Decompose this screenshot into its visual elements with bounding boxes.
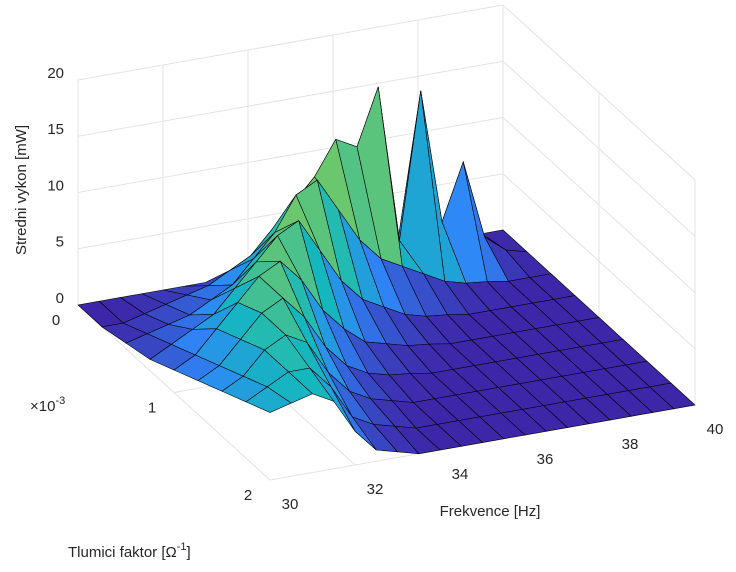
- y-tick-label: 1: [148, 399, 156, 416]
- x-tick-label: 34: [452, 466, 469, 483]
- grid-line: [77, 60, 504, 137]
- z-tick-label: 15: [47, 121, 64, 138]
- y-multiplier-base: ×10: [30, 398, 55, 415]
- surface-patch: [245, 386, 292, 413]
- y-label-main: Tlumici faktor [Ω: [68, 544, 177, 561]
- y-tick-label: 0: [52, 312, 60, 329]
- grid-line: [77, 117, 504, 193]
- grid-line: [502, 4, 696, 181]
- x-axis-label: Frekvence [Hz]: [440, 503, 541, 520]
- z-tick-label: 20: [47, 65, 64, 82]
- grid-line: [502, 173, 696, 350]
- y-multiplier: ×10-3: [30, 395, 65, 415]
- grid-line: [502, 60, 696, 237]
- y-label-sup: -1: [177, 541, 187, 553]
- grid-line: [77, 4, 504, 81]
- z-tick-label: 5: [56, 234, 64, 251]
- y-label-end: ]: [187, 544, 191, 561]
- y-tick-label: 2: [244, 487, 252, 504]
- grid-line: [502, 117, 696, 293]
- x-tick-label: 40: [707, 421, 724, 438]
- z-tick-label: 10: [47, 177, 64, 194]
- x-tick-label: 36: [537, 451, 554, 468]
- x-tick-label: 38: [622, 436, 639, 453]
- z-axis-label: Stredni vykon [mW]: [13, 125, 30, 255]
- y-axis-label: Tlumici faktor [Ω-1]: [68, 541, 191, 561]
- x-tick-label: 32: [367, 481, 384, 498]
- z-tick-label: 0: [56, 290, 64, 307]
- x-tick-label: 30: [282, 496, 299, 513]
- y-multiplier-sup: -3: [55, 395, 65, 407]
